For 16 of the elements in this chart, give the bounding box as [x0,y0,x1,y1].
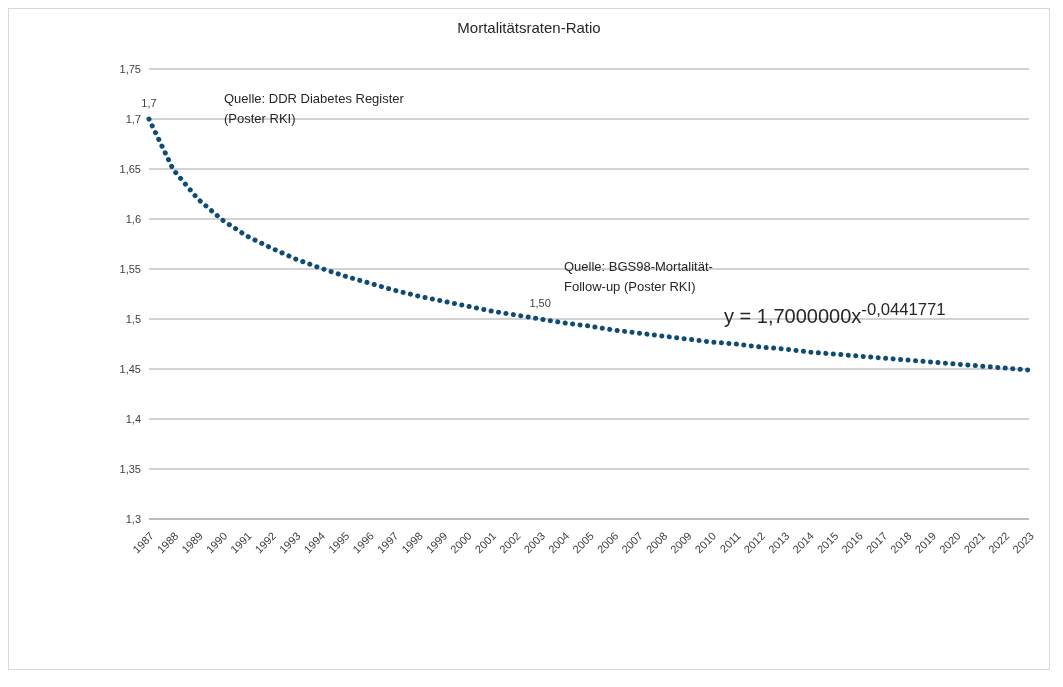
annotation: Quelle: DDR Diabetes Register (Poster RKI) [224,90,405,128]
y-tick-label: 1,7 [125,112,141,125]
annotation: y = 1,7000000x$^{-0,0441771}$ [724,299,947,329]
y-tick-label: 1,55 [119,262,141,275]
data-label: 1,7 [141,97,157,109]
y-tick-label: 1,65 [119,162,141,175]
y-tick-label: 1,75 [119,62,141,75]
chart-title: Mortalitätsraten-Ratio [456,19,602,36]
y-tick-label: 1,5 [125,312,141,325]
y-tick-label: 1,6 [125,212,141,225]
y-tick-label: 1,35 [119,462,141,475]
y-tick-label: 1,3 [125,512,141,525]
data-label: 1,50 [529,297,551,309]
annotation: Quelle: BGS98-Mortalität-Follow-up (Poster RKI) [564,258,714,296]
y-tick-label: 1,45 [119,362,141,375]
y-tick-label: 1,4 [125,412,141,425]
